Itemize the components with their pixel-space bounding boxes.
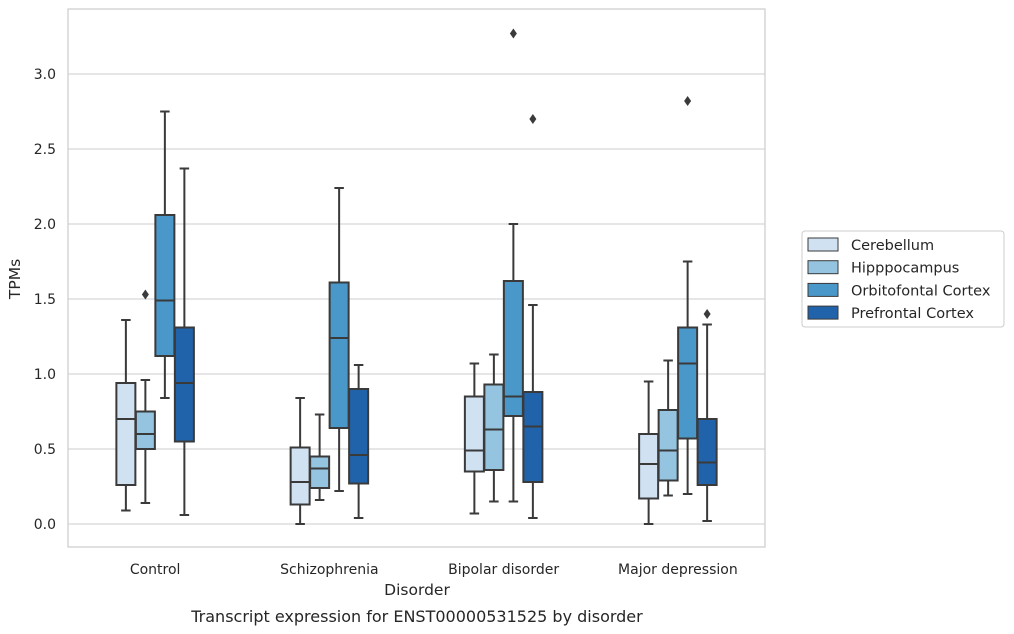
box-iqr <box>309 455 331 489</box>
x-tick-label: Bipolar disorder <box>448 562 559 578</box>
x-tick-labels: Control Schizophrenia Bipolar disorder Majo… <box>130 562 738 578</box>
box-3-2 <box>677 96 699 495</box>
plot-frame <box>67 8 766 548</box>
box-2-1 <box>483 353 505 503</box>
outlier-marker <box>684 96 692 106</box>
outlier-marker <box>509 28 517 39</box>
box-2-3 <box>522 114 544 519</box>
box-iqr <box>696 418 718 486</box>
box-iqr <box>173 326 195 443</box>
box-iqr <box>348 388 370 485</box>
legend-swatch <box>807 305 839 320</box>
legend-swatch <box>807 260 839 275</box>
box-1-2 <box>328 187 350 492</box>
legend-frame <box>801 230 1005 328</box>
legend-swatch <box>807 237 839 252</box>
box-iqr <box>638 433 660 500</box>
chart-caption: Transcript expression for ENST0000053152… <box>190 607 643 626</box>
outlier-marker <box>529 114 537 124</box>
outlier-marker <box>141 289 149 300</box>
box-0-0 <box>115 319 137 512</box>
x-axis-label: Disorder <box>384 581 450 599</box>
y-tick-label: 1.0 <box>34 367 56 383</box>
y-tick-label: 1.5 <box>34 292 56 308</box>
box-series <box>115 28 718 525</box>
box-iqr <box>289 446 311 506</box>
outlier-marker <box>703 309 711 319</box>
box-iqr <box>154 214 176 357</box>
box-0-2 <box>154 110 176 399</box>
y-axis-label: TPMs <box>6 259 24 300</box>
box-3-0 <box>638 380 660 525</box>
box-3-1 <box>657 359 679 497</box>
box-0-3 <box>173 167 195 516</box>
box-iqr <box>522 391 544 483</box>
box-iqr <box>502 280 524 417</box>
y-tick-labels: 0.0 0.5 1.0 1.5 2.0 2.5 3.0 <box>34 67 56 533</box>
box-2-0 <box>463 362 485 515</box>
box-2-2 <box>502 28 524 503</box>
box-0-1 <box>134 289 156 504</box>
legend-swatch <box>807 282 839 297</box>
box-1-0 <box>289 397 311 525</box>
legend-entry-label: Cerebellum <box>851 238 934 254</box>
x-tick-label: Schizophrenia <box>280 562 378 578</box>
box-iqr <box>657 409 679 482</box>
x-tick-label: Control <box>130 562 181 578</box>
box-iqr <box>463 395 485 473</box>
y-tick-label: 0.0 <box>34 517 56 533</box>
y-tick-label: 2.5 <box>34 142 56 158</box>
box-iqr <box>677 326 699 440</box>
box-3-3 <box>696 309 718 522</box>
x-tick-label: Major depression <box>618 562 738 578</box>
box-1-3 <box>348 364 370 519</box>
y-tick-label: 3.0 <box>34 67 56 83</box>
y-tick-label: 0.5 <box>34 442 56 458</box>
box-1-1 <box>309 413 331 501</box>
legend-entry-label: Hipppocampus <box>851 261 959 277</box>
y-tick-label: 2.0 <box>34 217 56 233</box>
box-iqr <box>483 383 505 471</box>
box-iqr <box>115 382 137 486</box>
box-iqr <box>134 410 156 450</box>
legend: Cerebellum Hipppocampus Orbitofontal Corte… <box>801 230 1005 328</box>
box-iqr <box>328 281 350 429</box>
legend-entry-label: Orbitofontal Cortex <box>851 283 991 299</box>
legend-entry-label: Prefrontal Cortex <box>851 306 974 322</box>
